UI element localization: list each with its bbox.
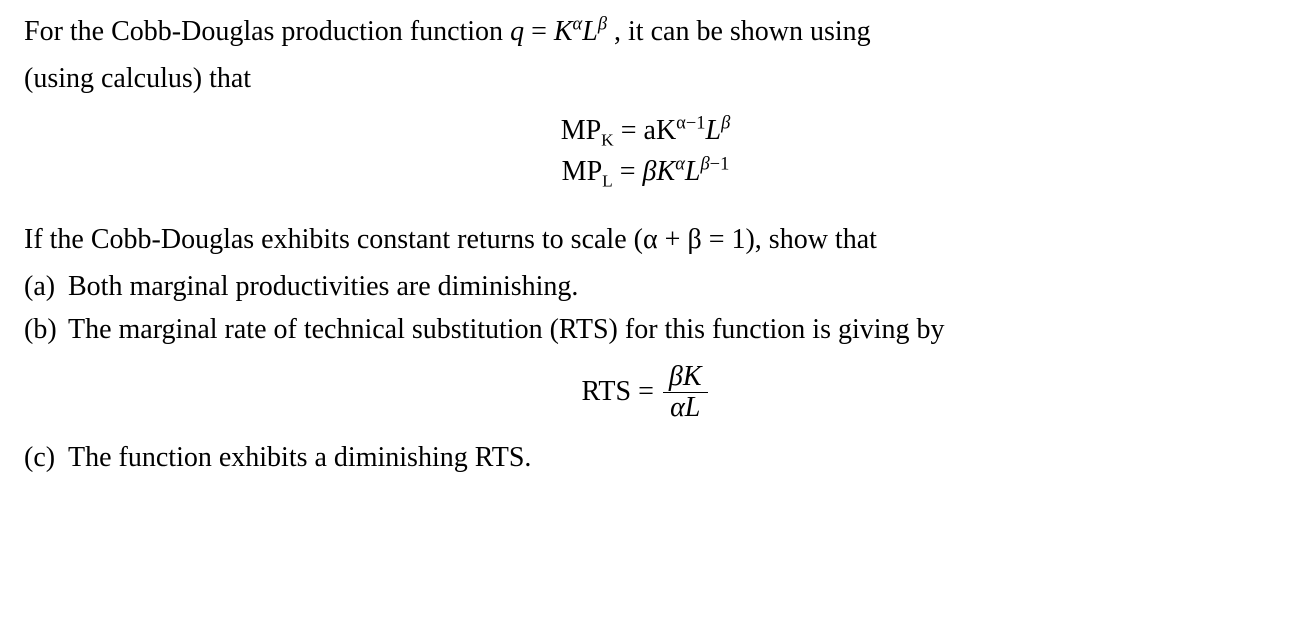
intro-pre: For the Cobb-Douglas production function	[24, 16, 510, 47]
mpk-label: MP	[561, 115, 601, 146]
eq-sign: =	[524, 16, 554, 47]
rts-den-L: L	[685, 392, 701, 423]
rts-equation: RTS = βK αL	[24, 362, 1267, 422]
sym-L: L	[582, 16, 598, 47]
mpk-L: L	[706, 115, 722, 146]
rts-num-beta: β	[669, 361, 683, 392]
sym-q: q	[510, 16, 524, 47]
mpk-a: a	[644, 115, 656, 146]
mpk-row: MPK = aKα−1Lβ	[24, 111, 1267, 152]
mp-equations: MPK = aKα−1Lβ MPL = βKαLβ−1	[24, 111, 1267, 192]
rts-eq: =	[638, 372, 654, 413]
mpk-m1: −1	[686, 113, 706, 133]
intro-line-1: For the Cobb-Douglas production function…	[24, 12, 1267, 53]
mpk-beta: β	[721, 113, 730, 133]
crs-plus: +	[658, 224, 688, 255]
intro-math: q = KαLβ	[510, 16, 614, 47]
crs-line: If the Cobb-Douglas exhibits constant re…	[24, 220, 1267, 261]
crs-beta: β	[687, 224, 701, 255]
part-c: (c) The function exhibits a diminishing …	[24, 438, 1267, 479]
part-b: (b) The marginal rate of technical subst…	[24, 310, 1267, 351]
mpk-K: K	[656, 115, 676, 146]
mpl-m1: −1	[710, 153, 730, 173]
intro-post: , it can be shown using	[614, 16, 871, 47]
rts-label: RTS	[581, 372, 631, 413]
rts-num-K: K	[683, 361, 702, 392]
mpk-eq: =	[621, 115, 644, 146]
part-a-label: (a)	[24, 267, 60, 308]
mpl-alpha: α	[675, 153, 685, 173]
mpl-sub: L	[602, 171, 613, 190]
part-b-label: (b)	[24, 310, 60, 351]
part-b-text: The marginal rate of technical substitut…	[68, 310, 1267, 351]
mpl-L: L	[685, 156, 701, 187]
crs-one: 1	[731, 224, 745, 255]
mpk-alpha: α	[676, 113, 686, 133]
mpl-K: K	[657, 156, 676, 187]
sym-alpha: α	[573, 14, 583, 34]
part-c-label: (c)	[24, 438, 60, 479]
rts-fraction: βK αL	[661, 362, 710, 422]
mpl-label: MP	[562, 156, 602, 187]
crs-eq: =	[702, 224, 732, 255]
rts-den-alpha: α	[670, 392, 685, 423]
mpl-row: MPL = βKαLβ−1	[24, 152, 1267, 193]
crs-alpha: α	[643, 224, 658, 255]
intro-line-2: (using calculus) that	[24, 59, 1267, 100]
part-a-text: Both marginal productivities are diminis…	[68, 267, 1267, 308]
crs-pre: If the Cobb-Douglas exhibits constant re…	[24, 224, 643, 255]
crs-post: ), show that	[745, 224, 876, 255]
rts-num: βK	[663, 362, 708, 392]
sym-K: K	[554, 16, 573, 47]
sym-beta: β	[598, 14, 607, 34]
part-c-text: The function exhibits a diminishing RTS.	[68, 438, 1267, 479]
mpk-sub: K	[601, 131, 614, 150]
mpl-eq: =	[620, 156, 643, 187]
mpl-betacoef: β	[643, 156, 657, 187]
part-a: (a) Both marginal productivities are dim…	[24, 267, 1267, 308]
rts-den: αL	[663, 393, 708, 422]
mpl-beta: β	[700, 153, 709, 173]
